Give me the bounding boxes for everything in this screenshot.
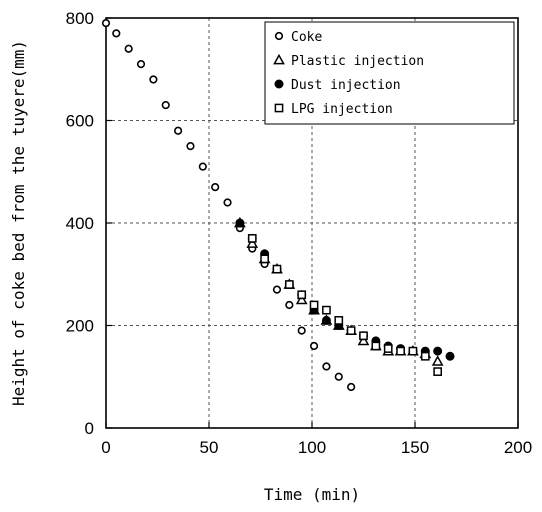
data-point	[284, 280, 294, 289]
data-point	[223, 198, 232, 207]
data-point	[309, 341, 319, 351]
legend: Coke Plastic injection Dust injection LPG i…	[264, 21, 515, 125]
data-point	[247, 234, 257, 243]
x-tick-label: 200	[504, 438, 532, 457]
data-point	[186, 142, 195, 151]
data-point	[211, 183, 220, 192]
data-point	[309, 300, 319, 310]
y-tick-label: 200	[66, 317, 94, 336]
y-tick-label: 400	[66, 214, 94, 233]
y-tick-label: 0	[85, 419, 94, 438]
data-point	[431, 355, 444, 366]
data-point	[295, 293, 308, 305]
legend-label: LPG injection	[291, 102, 393, 117]
legend-marker	[274, 31, 284, 41]
data-point	[161, 101, 170, 110]
x-tick-label: 0	[101, 438, 110, 457]
y-tick-label: 800	[66, 9, 94, 28]
data-point	[408, 346, 418, 356]
data-point	[357, 334, 370, 346]
data-point	[246, 237, 259, 248]
data-point	[433, 367, 443, 376]
data-point	[272, 285, 282, 294]
tick-labels: 0 50 100 150 200 0 200 400 600 800	[66, 9, 533, 457]
data-point	[297, 290, 307, 300]
data-point	[383, 344, 393, 353]
legend-marker	[274, 103, 284, 113]
series-filled-circle	[235, 218, 455, 361]
legend-marker	[274, 79, 284, 89]
data-point	[445, 351, 455, 361]
data-point	[346, 326, 356, 335]
data-point	[149, 75, 158, 84]
data-points	[101, 19, 455, 392]
data-point	[136, 60, 146, 69]
x-tick-label: 50	[200, 438, 219, 457]
y-tick-label: 600	[66, 112, 94, 131]
data-point	[396, 346, 405, 356]
x-axis-title: Time (min)	[264, 485, 360, 504]
series-open-triangle	[234, 216, 444, 366]
data-point	[420, 351, 430, 361]
data-point	[322, 362, 331, 371]
x-tick-label: 150	[401, 438, 429, 457]
data-point	[285, 300, 294, 310]
data-point	[297, 326, 306, 335]
data-point	[433, 346, 443, 356]
data-point	[101, 19, 111, 28]
data-point	[272, 264, 282, 274]
legend-box	[264, 21, 515, 125]
data-point	[334, 316, 344, 325]
y-axis-title: Height of coke bed from the tuyere(mm)	[9, 40, 28, 406]
legend-label: Dust injection	[291, 78, 401, 93]
data-point	[322, 305, 331, 315]
data-point	[347, 382, 356, 392]
data-point	[124, 44, 133, 53]
x-tick-label: 100	[298, 438, 326, 457]
legend-marker	[273, 53, 285, 65]
data-point	[198, 162, 207, 171]
legend-label: Plastic injection	[291, 54, 424, 69]
data-point	[260, 254, 269, 264]
data-point	[112, 29, 121, 38]
data-point	[174, 126, 183, 135]
legend-label: Coke	[291, 30, 322, 45]
data-point	[334, 372, 343, 381]
series-open-square	[247, 234, 443, 376]
data-point	[359, 331, 368, 341]
data-point	[235, 218, 245, 228]
data-point	[321, 315, 331, 325]
data-point	[371, 341, 381, 351]
